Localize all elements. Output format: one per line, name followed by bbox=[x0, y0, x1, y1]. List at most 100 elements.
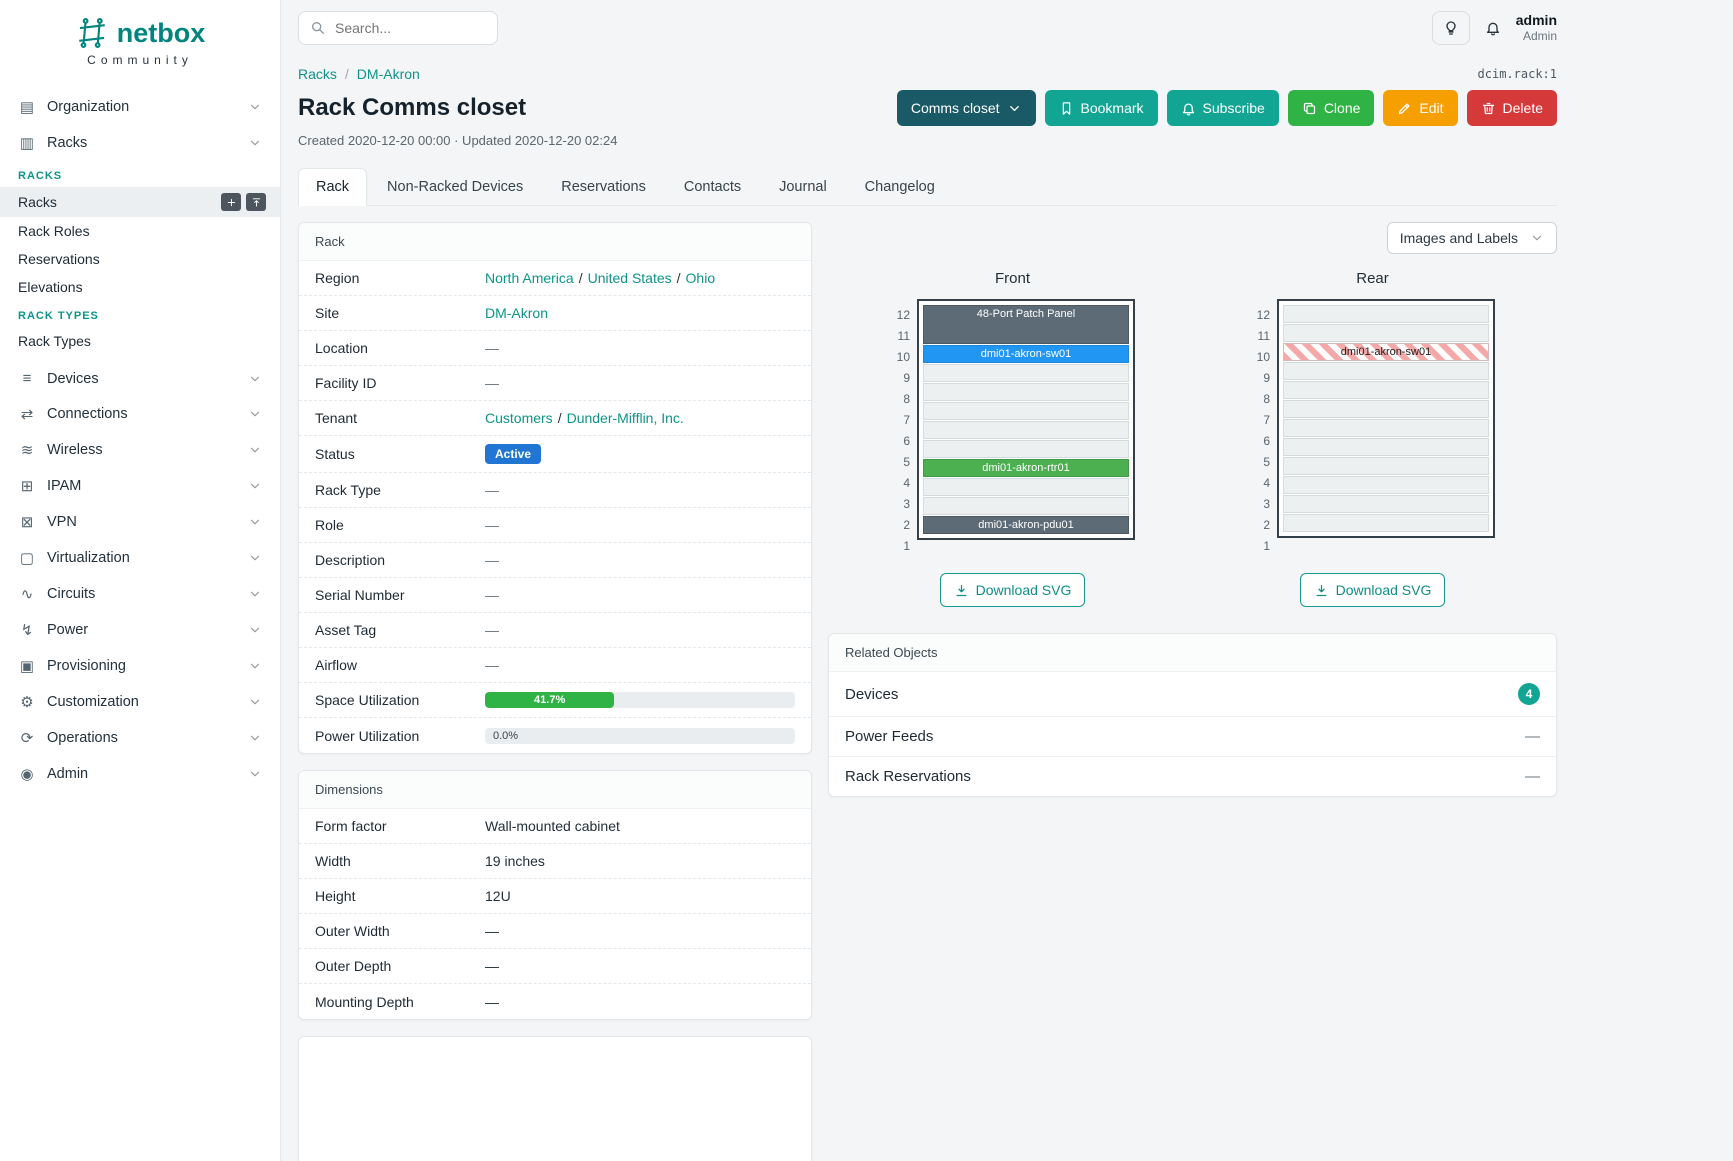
unit-number: 8 bbox=[903, 392, 910, 406]
bookmark-button[interactable]: Bookmark bbox=[1044, 90, 1158, 126]
rack-unit-device[interactable]: dmi01-akron-rtr01 bbox=[923, 459, 1129, 477]
sidebar-item-elevations[interactable]: Elevations bbox=[18, 279, 83, 295]
tab-journal[interactable]: Journal bbox=[779, 179, 827, 195]
sidebar-item[interactable]: ⇄ Connections bbox=[0, 396, 280, 432]
sidebar-item[interactable]: ∿ Circuits bbox=[0, 576, 280, 612]
rack-unit-empty[interactable] bbox=[1283, 514, 1489, 532]
row-role: Role — bbox=[299, 508, 811, 543]
sidebar-item[interactable]: ▣ Provisioning bbox=[0, 648, 280, 684]
rack-unit-empty[interactable] bbox=[923, 421, 1129, 439]
sidebar-item-label: Racks bbox=[47, 135, 88, 151]
sidebar-item-label: Power bbox=[47, 622, 89, 638]
tenant-link[interactable]: Dunder-Mifflin, Inc. bbox=[566, 410, 684, 426]
edit-button[interactable]: Edit bbox=[1383, 90, 1458, 126]
tab-rack[interactable]: Rack bbox=[298, 168, 368, 206]
tenant-group-link[interactable]: Customers bbox=[485, 410, 553, 426]
sidebar-item[interactable]: ↯ Power bbox=[0, 612, 280, 648]
rack-elevation-front: Front 12 11 10 9 8 7 6 5 4 3 2 1 48-Port Patch Pane… bbox=[890, 270, 1135, 607]
sidebar-item-label: Virtualization bbox=[47, 550, 130, 566]
rack-unit-empty[interactable] bbox=[923, 478, 1129, 496]
related-rack-reservations-row[interactable]: Rack Reservations — bbox=[845, 768, 1540, 785]
breadcrumb-separator: / bbox=[344, 66, 349, 82]
tab-changelog[interactable]: Changelog bbox=[864, 179, 935, 195]
delete-button[interactable]: Delete bbox=[1466, 90, 1557, 126]
name-dropdown-button[interactable]: Comms closet bbox=[896, 90, 1036, 126]
related-devices-row[interactable]: Devices 4 bbox=[829, 672, 1556, 717]
sidebar-item[interactable]: ◉ Admin bbox=[0, 756, 280, 792]
rack-unit-device[interactable]: dmi01-akron-sw01 bbox=[923, 345, 1129, 363]
import-racks-button[interactable] bbox=[246, 193, 266, 211]
rack-unit-empty[interactable] bbox=[1283, 324, 1489, 342]
unit-number: 12 bbox=[1256, 308, 1270, 322]
sidebar-item-rack-roles[interactable]: Rack Roles bbox=[18, 223, 90, 239]
download-svg-rear-button[interactable]: Download SVG bbox=[1299, 573, 1446, 607]
chevron-down-icon bbox=[248, 659, 262, 673]
add-rack-button[interactable] bbox=[221, 193, 241, 211]
rack-unit-empty[interactable] bbox=[1283, 457, 1489, 475]
sidebar-item[interactable]: ⊠ VPN bbox=[0, 504, 280, 540]
images-labels-select[interactable]: Images and Labels bbox=[1386, 222, 1557, 254]
clone-button[interactable]: Clone bbox=[1287, 90, 1375, 126]
rack-unit-device[interactable]: dmi01-akron-pdu01 bbox=[923, 516, 1129, 534]
region-link[interactable]: North America bbox=[485, 270, 574, 286]
rack-unit-empty[interactable] bbox=[1283, 476, 1489, 494]
sidebar: netbox Community ▤ Organization ▥ Racks … bbox=[0, 0, 281, 1161]
download-icon bbox=[1314, 583, 1329, 598]
related-power-feeds-row[interactable]: Power Feeds — bbox=[829, 717, 1556, 757]
sidebar-item-organization[interactable]: ▤ Organization bbox=[0, 89, 280, 125]
row-status: Status Active bbox=[299, 436, 811, 473]
user-menu[interactable]: admin Admin bbox=[1516, 12, 1557, 43]
breadcrumb-racks-link[interactable]: Racks bbox=[298, 66, 337, 82]
sidebar-item-label: Devices bbox=[47, 370, 99, 387]
related-objects-panel: Related Objects Devices 4 Power Feeds — … bbox=[828, 633, 1557, 797]
sidebar-item[interactable]: ⟳ Operations bbox=[0, 720, 280, 756]
region-link[interactable]: United States bbox=[587, 270, 672, 286]
rack-unit-device[interactable]: 48-Port Patch Panel bbox=[923, 305, 1129, 344]
sidebar-item[interactable]: ≋ Wireless bbox=[0, 432, 280, 468]
sidebar-item-reservations[interactable]: Reservations bbox=[18, 251, 100, 267]
sidebar-item[interactable]: ⚙ Customization bbox=[0, 684, 280, 720]
region-link[interactable]: Ohio bbox=[685, 270, 716, 286]
search-input[interactable] bbox=[335, 20, 486, 36]
table-row: Height 12U bbox=[299, 879, 811, 914]
rack-unit-empty[interactable] bbox=[923, 440, 1129, 458]
rack-unit-device[interactable]: dmi01-akron-sw01 bbox=[1283, 343, 1489, 361]
sidebar-item-label: Organization bbox=[47, 99, 130, 115]
rack-unit-empty[interactable] bbox=[1283, 362, 1489, 380]
row-airflow: Airflow — bbox=[299, 648, 811, 683]
global-search[interactable] bbox=[298, 11, 498, 45]
rack-unit-empty[interactable] bbox=[1283, 305, 1489, 323]
unit-number: 4 bbox=[903, 476, 910, 490]
rack-unit-empty[interactable] bbox=[923, 402, 1129, 420]
row-serial-number: Serial Number — bbox=[299, 578, 811, 613]
rack-unit-empty[interactable] bbox=[1283, 381, 1489, 399]
chevron-down-icon bbox=[248, 731, 262, 745]
rack-unit-empty[interactable] bbox=[1283, 400, 1489, 418]
unit-number: 2 bbox=[1263, 518, 1270, 532]
notifications-button[interactable] bbox=[1485, 20, 1501, 36]
sidebar-item-label: IPAM bbox=[47, 478, 82, 494]
tab-contacts[interactable]: Contacts bbox=[683, 179, 742, 195]
sidebar-item-racks-list[interactable]: Racks bbox=[0, 187, 280, 217]
sidebar-item[interactable]: ⊞ IPAM bbox=[0, 468, 280, 504]
sidebar-item[interactable]: ≡ Devices bbox=[0, 361, 280, 396]
rack-unit-empty[interactable] bbox=[1283, 419, 1489, 437]
section-title-rack-types: RACK TYPES bbox=[18, 310, 99, 322]
breadcrumb-site-link[interactable]: DM-Akron bbox=[356, 66, 420, 82]
sidebar-item-rack-types[interactable]: Rack Types bbox=[18, 333, 91, 349]
download-svg-front-button[interactable]: Download SVG bbox=[939, 573, 1086, 607]
chevron-down-icon bbox=[248, 479, 262, 493]
rack-unit-empty[interactable] bbox=[923, 364, 1129, 382]
sidebar-item[interactable]: ▢ Virtualization bbox=[0, 540, 280, 576]
sidebar-menu: ▤ Organization ▥ Racks RACKS Racks Rack … bbox=[0, 89, 280, 792]
rack-unit-empty[interactable] bbox=[1283, 438, 1489, 456]
theme-toggle-button[interactable] bbox=[1431, 11, 1470, 45]
tab-reservations[interactable]: Reservations bbox=[561, 179, 646, 195]
site-link[interactable]: DM-Akron bbox=[485, 305, 549, 321]
rack-unit-empty[interactable] bbox=[923, 383, 1129, 401]
rack-unit-empty[interactable] bbox=[1283, 495, 1489, 513]
tab-non-racked-devices[interactable]: Non-Racked Devices bbox=[387, 179, 524, 195]
sidebar-item-racks[interactable]: ▥ Racks bbox=[0, 125, 280, 161]
rack-unit-empty[interactable] bbox=[923, 497, 1129, 515]
subscribe-button[interactable]: Subscribe bbox=[1166, 90, 1279, 126]
